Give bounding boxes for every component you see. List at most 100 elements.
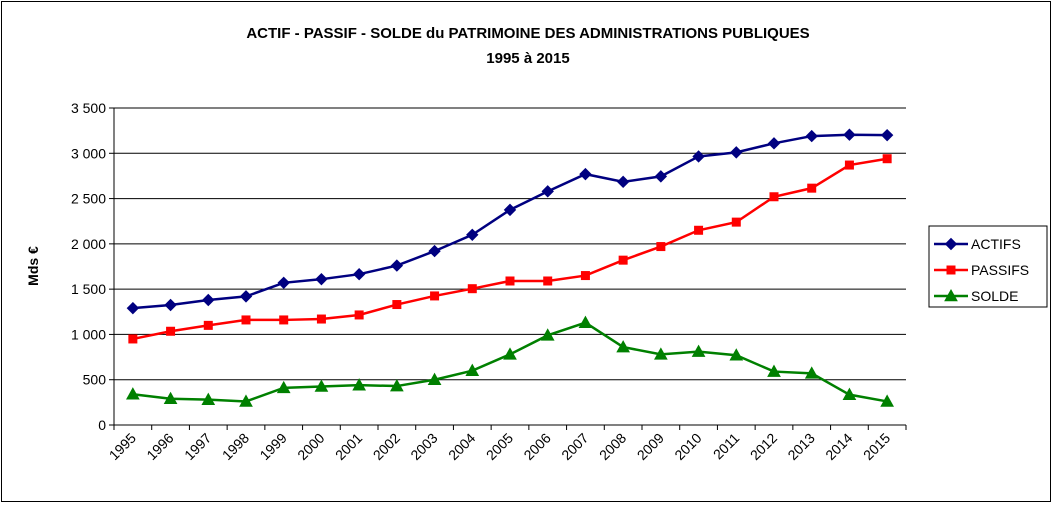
data-point-actifs	[616, 175, 630, 189]
gridlines	[114, 107, 906, 381]
y-tick-label: 3 500	[71, 100, 106, 116]
data-point-solde	[654, 347, 668, 360]
y-tick-label: 2 000	[71, 236, 106, 252]
data-point-actifs	[390, 259, 404, 272]
x-tick-label: 2013	[784, 430, 817, 463]
y-axis-label: Mds €	[25, 246, 41, 286]
data-point-passifs	[354, 310, 364, 320]
data-point-passifs	[392, 300, 402, 310]
x-tick-label: 2015	[860, 430, 893, 463]
data-point-passifs	[316, 314, 326, 324]
data-point-passifs	[241, 315, 251, 325]
data-point-solde	[201, 392, 216, 405]
x-tick-label: 2001	[332, 430, 365, 463]
x-tick-label: 1996	[143, 430, 176, 463]
x-tick-label: 2007	[558, 430, 591, 463]
series-actifs	[126, 128, 894, 315]
data-point-passifs	[467, 284, 477, 294]
y-tick-label: 1 500	[71, 281, 106, 297]
data-point-actifs	[767, 137, 781, 150]
data-point-passifs	[694, 225, 704, 235]
series-passifs	[128, 154, 892, 344]
data-point-actifs	[315, 272, 328, 286]
legend-marker-actifs	[944, 237, 958, 251]
data-point-actifs	[880, 128, 894, 142]
x-tick-label: 1995	[106, 430, 139, 463]
data-point-passifs	[166, 326, 176, 336]
data-point-solde	[767, 364, 781, 377]
data-point-actifs	[541, 185, 554, 198]
data-point-actifs	[843, 128, 856, 141]
data-point-passifs	[769, 192, 779, 202]
data-point-solde	[880, 394, 894, 407]
data-point-solde	[616, 340, 630, 353]
data-point-solde	[390, 379, 404, 392]
data-point-passifs	[656, 242, 666, 252]
data-point-passifs	[731, 217, 741, 227]
data-point-solde	[729, 348, 744, 361]
data-point-solde	[314, 379, 329, 392]
chart-title: ACTIF - PASSIF - SOLDE du PATRIMOINE DES…	[246, 25, 809, 42]
x-tick-label: 2014	[822, 430, 855, 463]
x-tick-label: 2000	[294, 430, 327, 463]
data-point-actifs	[579, 167, 592, 181]
data-point-actifs	[277, 276, 290, 290]
series-solde	[126, 315, 894, 407]
x-tick-label: 1999	[256, 430, 289, 463]
data-point-solde	[276, 380, 291, 394]
y-tick-label: 1 000	[71, 326, 106, 342]
chart-subtitle: 1995 à 2015	[486, 50, 569, 67]
x-tick-label: 2004	[445, 430, 478, 463]
x-tick-label: 2012	[747, 430, 780, 463]
data-point-actifs	[805, 129, 818, 143]
data-point-solde	[578, 315, 593, 328]
data-point-passifs	[882, 154, 892, 164]
data-point-solde	[503, 347, 517, 360]
legend-label-solde: SOLDE	[971, 288, 1018, 304]
y-tick-label: 500	[83, 372, 107, 388]
data-point-actifs	[692, 150, 705, 163]
x-tick-label: 2011	[710, 430, 743, 463]
x-tick-label: 2008	[596, 430, 629, 463]
y-tick-label: 0	[98, 417, 106, 433]
data-point-solde	[239, 394, 253, 407]
data-point-actifs	[352, 267, 366, 281]
data-point-solde	[804, 366, 819, 379]
x-tick-label: 2003	[407, 430, 440, 463]
data-point-passifs	[543, 276, 553, 286]
y-tick-label: 2 500	[71, 191, 106, 207]
x-tick-label: 1998	[219, 430, 252, 463]
data-point-actifs	[730, 146, 743, 159]
series-line-passifs	[132, 157, 888, 341]
data-point-solde	[465, 363, 480, 376]
data-point-passifs	[430, 291, 440, 301]
y-tick-label: 3 000	[71, 145, 106, 161]
x-tick-label: 2009	[634, 430, 667, 463]
data-point-actifs	[428, 244, 441, 258]
data-point-actifs	[654, 170, 668, 183]
legend-marker-passifs	[946, 265, 956, 275]
data-point-passifs	[580, 271, 590, 281]
data-point-solde	[163, 391, 178, 405]
data-point-actifs	[503, 203, 517, 217]
x-tick-label: 2010	[671, 430, 704, 463]
data-point-solde	[126, 387, 140, 400]
data-point-solde	[352, 378, 366, 391]
legend-marker-solde	[944, 288, 958, 302]
data-point-passifs	[203, 320, 213, 330]
data-point-solde	[842, 387, 857, 400]
series-layer	[126, 128, 894, 407]
data-point-actifs	[466, 228, 479, 242]
x-tick-label: 2005	[483, 430, 516, 463]
data-point-passifs	[279, 315, 289, 325]
data-point-solde	[427, 372, 442, 386]
data-point-passifs	[128, 334, 138, 344]
data-point-solde	[691, 344, 706, 357]
data-point-passifs	[807, 183, 817, 193]
x-tick-label: 2002	[370, 430, 403, 463]
legend-label-actifs: ACTIFS	[971, 236, 1021, 252]
data-point-actifs	[126, 301, 140, 315]
